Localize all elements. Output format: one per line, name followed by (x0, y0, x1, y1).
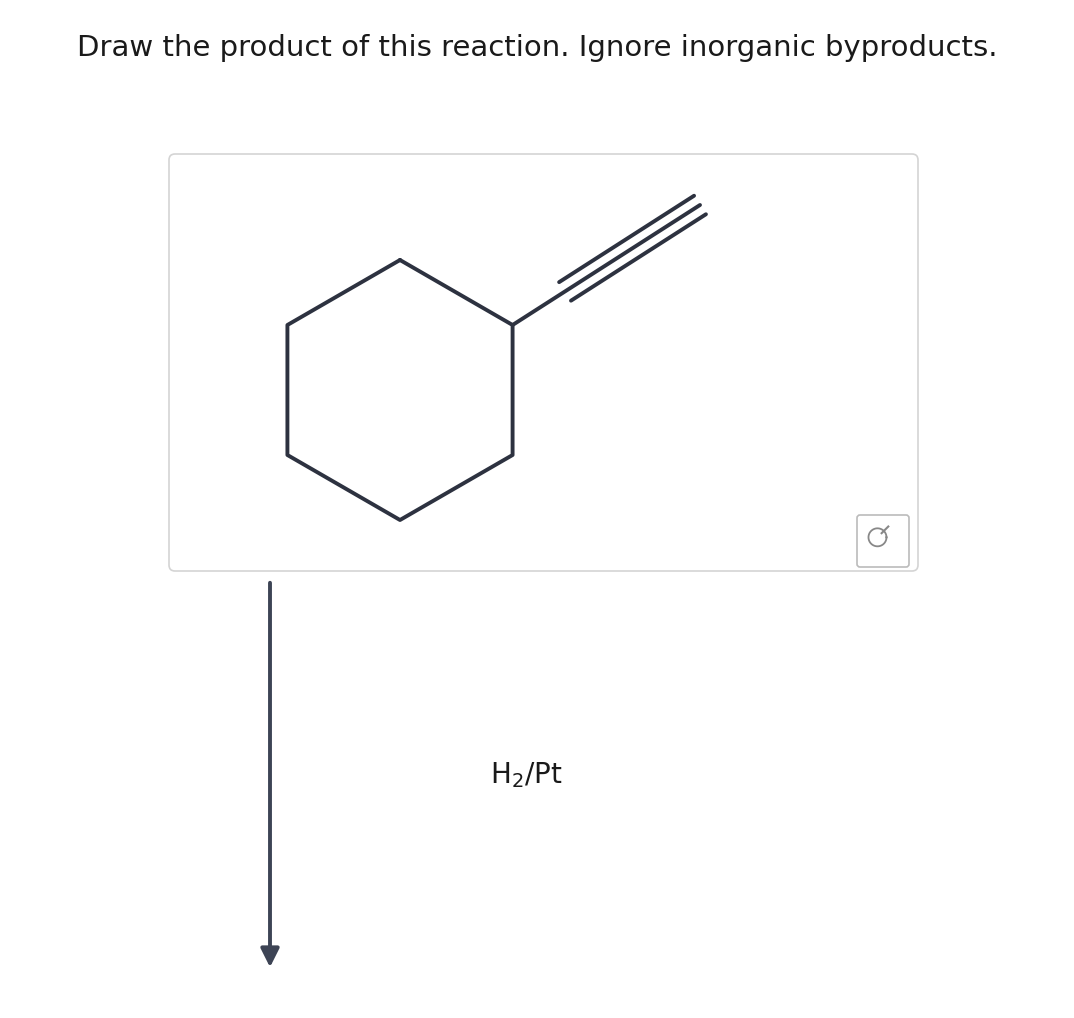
Text: Draw the product of this reaction. Ignore inorganic byproducts.: Draw the product of this reaction. Ignor… (76, 34, 998, 62)
FancyBboxPatch shape (857, 515, 909, 567)
Text: H$_2$/Pt: H$_2$/Pt (490, 760, 563, 790)
FancyBboxPatch shape (169, 154, 918, 571)
